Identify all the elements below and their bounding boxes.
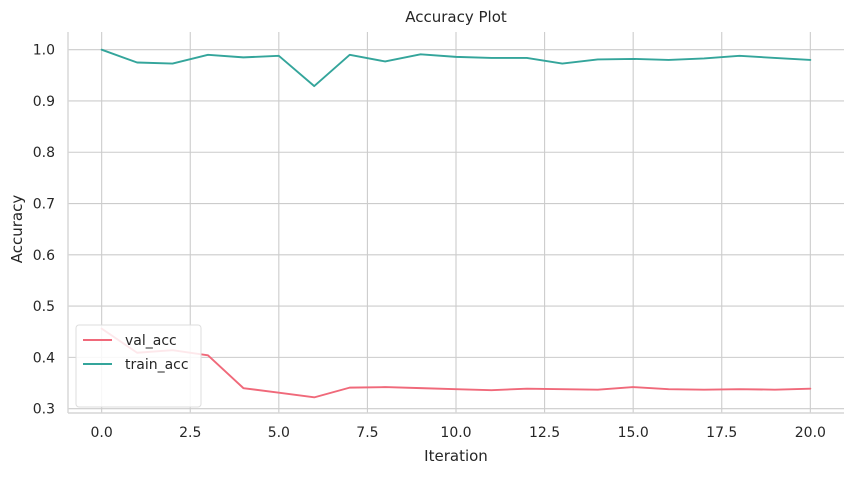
legend-label-val_acc: val_acc [125, 333, 177, 349]
x-tick-label: 12.5 [529, 425, 560, 441]
y-tick-label: 0.9 [33, 94, 55, 110]
legend-box [75, 324, 202, 408]
series-lines [100, 48, 812, 399]
x-tick-label: 15.0 [618, 425, 649, 441]
x-tick-label: 10.0 [440, 425, 471, 441]
y-tick-label: 0.4 [33, 350, 55, 366]
x-tick-label: 5.0 [268, 425, 290, 441]
x-tick-label: 20.0 [795, 425, 826, 441]
axes [67, 32, 844, 414]
y-tick-label: 0.3 [33, 402, 55, 418]
x-tick-label: 2.5 [179, 425, 201, 441]
legend-label-train_acc: train_acc [125, 357, 189, 373]
y-tick-label: 1.0 [33, 43, 55, 59]
y-tick-label: 0.8 [33, 145, 55, 161]
legend: val_acc train_acc [75, 324, 202, 408]
y-tick-label: 0.6 [33, 248, 55, 264]
x-gridlines [101, 32, 811, 413]
x-tick-label: 17.5 [706, 425, 737, 441]
y-axis-label: Accuracy [8, 195, 26, 264]
y-tick-label: 0.7 [33, 197, 55, 213]
x-tick-labels: 0.0 2.5 5.0 7.5 10.0 12.5 15.0 17.5 20.0 [91, 425, 826, 441]
chart-title: Accuracy Plot [405, 8, 507, 26]
x-axis-label: Iteration [424, 447, 488, 465]
series-line-train_acc [100, 48, 812, 88]
y-tick-label: 0.5 [33, 299, 55, 315]
x-tick-label: 0.0 [91, 425, 113, 441]
series-line-val_acc [100, 327, 812, 399]
y-tick-labels: 0.3 0.4 0.5 0.6 0.7 0.8 0.9 1.0 [33, 43, 55, 418]
x-tick-label: 7.5 [356, 425, 378, 441]
